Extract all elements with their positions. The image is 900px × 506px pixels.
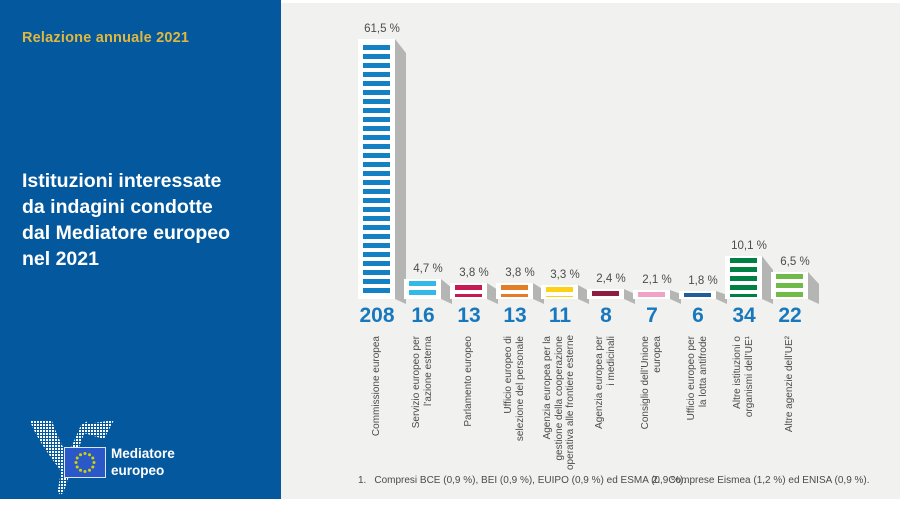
footnote-1: 1. Compresi BCE (0,9 %), BEI (0,9 %), EUI…	[358, 475, 686, 486]
page-title: Istituzioni interessate da indagini cond…	[22, 170, 231, 270]
footnote-2: 2. Comprese Eismea (1,2 %) ed ENISA (0,9 …	[652, 475, 870, 486]
mediatore-europeo-logo: Mediatore europeo	[28, 418, 258, 498]
chart-panel	[281, 3, 900, 499]
logo-text: Mediatore europeo	[111, 446, 175, 479]
footnote-1-marker: 1.	[358, 475, 367, 486]
eu-flag-icon	[64, 447, 106, 478]
sidebar: Relazione annuale 2021 Istituzioni inter…	[0, 0, 281, 499]
logo-text-line1: Mediatore	[111, 446, 175, 461]
logo-text-line2: europeo	[111, 462, 165, 478]
report-label: Relazione annuale 2021	[22, 30, 190, 46]
footnote-2-text: Comprese Eismea (1,2 %) ed ENISA (0,9 %)…	[668, 475, 870, 486]
footnote-1-text: Compresi BCE (0,9 %), BEI (0,9 %), EUIPO…	[374, 475, 687, 486]
footnote-2-marker: 2.	[652, 475, 661, 486]
